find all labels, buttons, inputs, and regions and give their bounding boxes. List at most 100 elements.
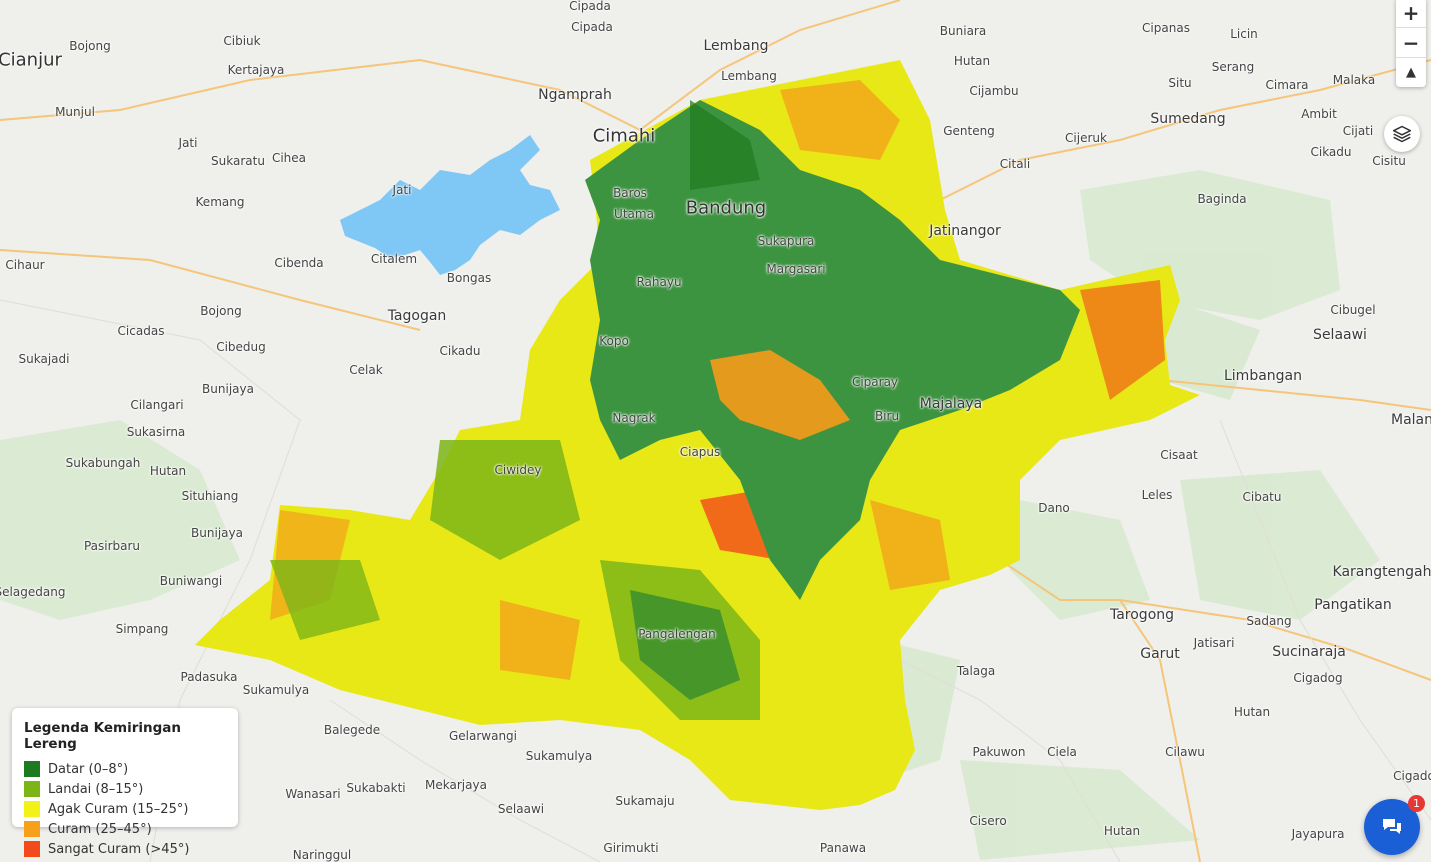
legend-swatch <box>24 801 40 817</box>
legend-swatch <box>24 761 40 777</box>
place-label: Cibenda <box>274 256 324 270</box>
place-label: Cikadu <box>439 344 481 358</box>
place-label: Hutan <box>1233 705 1271 719</box>
place-label: Baros <box>613 186 647 200</box>
place-label: Wanasari <box>285 787 341 801</box>
place-label: Rahayu <box>636 275 682 289</box>
place-label: Sumedang <box>1150 111 1226 127</box>
place-label: Cicadas <box>117 324 165 338</box>
place-label: Cihea <box>271 151 307 165</box>
place-label: Pasirbaru <box>83 539 141 553</box>
place-label: Gelarwangi <box>448 729 518 743</box>
reset-north-button[interactable]: ▲ <box>1406 65 1416 80</box>
zoom-out-button[interactable]: − <box>1396 28 1426 58</box>
place-label: Cijeruk <box>1065 131 1107 145</box>
place-label: Baginda <box>1197 192 1247 206</box>
place-label: Cisitu <box>1372 154 1406 168</box>
legend-swatch <box>24 781 40 797</box>
place-label: Sukasirna <box>126 425 186 439</box>
place-label: Jayapura <box>1291 827 1345 841</box>
place-label: Cihaur <box>5 258 45 272</box>
place-label: Sukabakti <box>346 781 406 795</box>
legend-label: Curam (25–45°) <box>48 821 152 837</box>
place-label: Panawa <box>819 841 867 855</box>
slope-overlay <box>195 60 1200 810</box>
place-label: Selaawi <box>1313 327 1367 343</box>
legend-label: Sangat Curam (>45°) <box>48 841 190 857</box>
place-label: Girimukti <box>603 841 659 855</box>
place-label: Cigado <box>1393 769 1431 783</box>
place-label: Bojong <box>69 39 111 53</box>
place-label: Sukabungah <box>65 456 141 470</box>
legend-swatch <box>24 821 40 837</box>
place-label: Nagrak <box>612 411 656 425</box>
place-label: Ngamprah <box>538 87 612 103</box>
place-label: Citalem <box>370 252 418 266</box>
layers-icon <box>1392 125 1412 143</box>
legend-item-datar: Datar (0–8°) <box>24 759 226 779</box>
minor-roads <box>0 299 1431 862</box>
place-label: Biru <box>874 409 900 423</box>
zoom-in-button[interactable]: + <box>1396 0 1426 28</box>
place-label: Cikadu <box>1310 145 1352 159</box>
place-label: Cibiuk <box>223 34 261 48</box>
place-label: Sukamaju <box>615 794 675 808</box>
place-label: Karangtengah <box>1332 564 1431 580</box>
place-label: Pangalengan <box>638 627 716 641</box>
place-label: Situhiang <box>181 489 239 503</box>
place-label: Simpang <box>115 622 169 636</box>
place-label: Malan <box>1391 412 1431 428</box>
place-label: Cilangari <box>130 398 184 412</box>
place-label: Hutan <box>149 464 187 478</box>
place-label: Hutan <box>1103 824 1141 838</box>
place-label: Malaka <box>1332 73 1376 87</box>
legend-item-curam: Curam (25–45°) <box>24 819 226 839</box>
place-label: Sukaratu <box>211 154 265 168</box>
layers-button[interactable] <box>1384 116 1420 152</box>
place-label: Bongas <box>446 271 492 285</box>
place-label: Cisaat <box>1160 448 1198 462</box>
place-label: Selagedang <box>0 585 66 599</box>
legend-label: Datar (0–8°) <box>48 761 129 777</box>
place-label: Jati <box>392 183 412 197</box>
place-label: Sukapura <box>757 234 815 248</box>
place-label: Leles <box>1141 488 1173 502</box>
place-label: Jatinangor <box>929 223 1001 239</box>
place-label: Hutan <box>953 54 991 68</box>
notification-badge: 1 <box>1408 795 1425 812</box>
place-label: Buniara <box>939 24 987 38</box>
place-label: Kopo <box>599 334 629 348</box>
place-label: Ambit <box>1301 107 1337 121</box>
place-label: Talaga <box>956 664 996 678</box>
place-label: Ciela <box>1047 745 1077 759</box>
place-label: Ciparay <box>851 375 899 389</box>
place-label: Garut <box>1140 646 1180 662</box>
place-label: Situ <box>1168 76 1192 90</box>
place-label: Cibugel <box>1330 303 1376 317</box>
place-label: Ciapus <box>679 445 721 459</box>
place-label: Serang <box>1211 60 1255 74</box>
place-label: Limbangan <box>1223 368 1303 384</box>
legend-swatch <box>24 841 40 857</box>
place-label: Pangatikan <box>1314 597 1392 613</box>
place-label: Cigadog <box>1293 671 1343 685</box>
place-label: Majalaya <box>919 396 983 412</box>
place-label: Jati <box>178 136 198 150</box>
place-label: Tarogong <box>1109 607 1175 623</box>
legend-label: Landai (8–15°) <box>48 781 144 797</box>
place-label: Naringgul <box>292 848 352 862</box>
place-label: Dano <box>1038 501 1070 515</box>
place-label: Sadang <box>1246 614 1292 628</box>
place-label: Bojong <box>200 304 242 318</box>
reservoir <box>340 135 560 275</box>
place-label: Cilawu <box>1165 745 1205 759</box>
place-label: Genteng <box>943 124 995 138</box>
place-label: Buniwangi <box>159 574 223 588</box>
place-label: Bunijaya <box>202 382 254 396</box>
legend-item-sangat-curam: Sangat Curam (>45°) <box>24 839 226 859</box>
place-label: Cimara <box>1265 78 1309 92</box>
place-label: Cibatu <box>1242 490 1282 504</box>
place-label: Cijati <box>1342 124 1374 138</box>
